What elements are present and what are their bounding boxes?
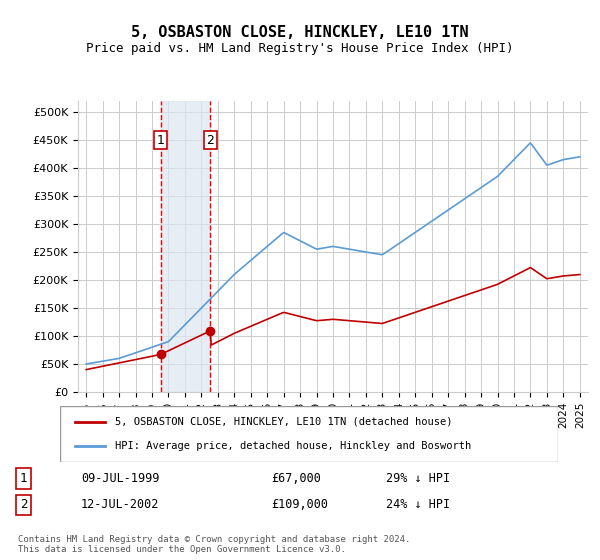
Text: 09-JUL-1999: 09-JUL-1999 <box>81 472 160 485</box>
Text: 1: 1 <box>157 133 164 147</box>
Text: Price paid vs. HM Land Registry's House Price Index (HPI): Price paid vs. HM Land Registry's House … <box>86 42 514 55</box>
Text: 29% ↓ HPI: 29% ↓ HPI <box>386 472 451 485</box>
Text: HPI: Average price, detached house, Hinckley and Bosworth: HPI: Average price, detached house, Hinc… <box>115 441 471 451</box>
Text: 5, OSBASTON CLOSE, HINCKLEY, LE10 1TN (detached house): 5, OSBASTON CLOSE, HINCKLEY, LE10 1TN (d… <box>115 417 452 427</box>
Text: £67,000: £67,000 <box>271 472 321 485</box>
Text: 12-JUL-2002: 12-JUL-2002 <box>81 498 160 511</box>
Text: 5, OSBASTON CLOSE, HINCKLEY, LE10 1TN: 5, OSBASTON CLOSE, HINCKLEY, LE10 1TN <box>131 25 469 40</box>
Text: 2: 2 <box>20 498 27 511</box>
Text: 1: 1 <box>20 472 27 485</box>
Text: 2: 2 <box>206 133 214 147</box>
Text: Contains HM Land Registry data © Crown copyright and database right 2024.
This d: Contains HM Land Registry data © Crown c… <box>18 535 410 554</box>
Text: £109,000: £109,000 <box>271 498 328 511</box>
FancyBboxPatch shape <box>60 406 558 462</box>
Bar <box>161 101 210 392</box>
Text: 24% ↓ HPI: 24% ↓ HPI <box>386 498 451 511</box>
